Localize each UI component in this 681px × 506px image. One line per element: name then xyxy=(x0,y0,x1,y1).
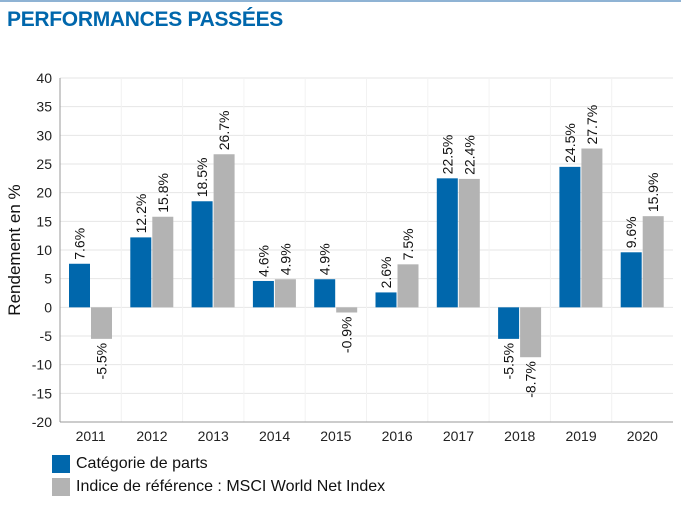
x-tick-label: 2011 xyxy=(76,428,106,444)
page-title: PERFORMANCES PASSÉES xyxy=(7,8,283,31)
data-label: 9.6% xyxy=(623,216,639,248)
bar-2019-series-1 xyxy=(581,148,603,308)
bar-2012-series-0 xyxy=(130,237,152,308)
data-label: 18.5% xyxy=(194,158,210,198)
bar-2014-series-0 xyxy=(252,280,274,308)
x-tick-label: 2016 xyxy=(382,428,413,444)
y-tick-label: -5 xyxy=(40,328,53,344)
y-tick-label: -20 xyxy=(32,414,52,430)
y-axis-label: Rendement en % xyxy=(5,184,24,315)
data-label: -5.5% xyxy=(501,343,517,380)
bar-2015-series-0 xyxy=(314,279,336,308)
bar-2020-series-0 xyxy=(620,252,642,308)
y-tick-label: 35 xyxy=(36,99,52,115)
data-label: 2.6% xyxy=(378,257,394,289)
legend-swatch xyxy=(52,478,70,496)
x-tick-label: 2020 xyxy=(627,428,658,444)
data-label: 7.5% xyxy=(400,228,416,260)
bar-2019-series-0 xyxy=(559,166,581,308)
legend-swatch xyxy=(52,455,70,473)
data-label: -8.7% xyxy=(523,361,539,398)
y-tick-label: -10 xyxy=(32,357,52,373)
data-label: -0.9% xyxy=(339,316,355,353)
bar-2013-series-0 xyxy=(191,201,213,308)
bar-2017-series-0 xyxy=(436,178,458,308)
data-label: 22.4% xyxy=(461,135,477,175)
x-tick-label: 2017 xyxy=(443,428,474,444)
bar-2016-series-1 xyxy=(397,264,419,308)
x-tick-label: 2013 xyxy=(198,428,229,444)
bar-2018-series-1 xyxy=(520,307,542,358)
data-label: 24.5% xyxy=(562,123,578,163)
top-rule xyxy=(0,0,681,2)
data-label: -5.5% xyxy=(94,343,110,380)
x-tick-label: 2014 xyxy=(259,428,290,444)
bar-2016-series-0 xyxy=(375,292,397,308)
x-tick-label: 2019 xyxy=(565,428,596,444)
y-tick-label: -15 xyxy=(32,385,52,401)
x-tick-label: 2012 xyxy=(136,428,167,444)
legend-item-series-1: Indice de référence : MSCI World Net Ind… xyxy=(52,478,385,496)
bar-2020-series-1 xyxy=(642,216,664,308)
bar-2011-series-0 xyxy=(69,263,90,308)
y-tick-label: 20 xyxy=(36,185,52,201)
y-tick-label: 10 xyxy=(36,242,52,258)
bar-2015-series-1 xyxy=(336,307,358,313)
legend-label: Indice de référence : MSCI World Net Ind… xyxy=(76,478,386,495)
data-label: 15.9% xyxy=(645,172,661,212)
y-tick-label: 30 xyxy=(36,127,52,143)
data-label: 4.6% xyxy=(255,245,271,277)
bar-2011-series-1 xyxy=(91,307,112,339)
y-tick-label: 0 xyxy=(44,299,52,315)
bar-2014-series-1 xyxy=(274,279,296,308)
bar-2012-series-1 xyxy=(152,216,174,308)
x-tick-label: 2018 xyxy=(504,428,535,444)
bar-2018-series-0 xyxy=(498,307,520,339)
y-tick-label: 15 xyxy=(36,213,52,229)
data-label: 27.7% xyxy=(584,105,600,145)
y-tick-label: 25 xyxy=(36,156,52,172)
bar-2013-series-1 xyxy=(213,154,235,308)
data-label: 4.9% xyxy=(277,243,293,275)
data-label: 4.9% xyxy=(317,243,333,275)
x-tick-label: 2015 xyxy=(320,428,351,444)
y-tick-label: 5 xyxy=(44,271,52,287)
data-label: 12.2% xyxy=(133,194,149,234)
y-tick-label: 40 xyxy=(36,70,52,86)
data-label: 15.8% xyxy=(155,173,171,213)
bar-2017-series-1 xyxy=(458,178,480,308)
data-label: 22.5% xyxy=(439,135,455,175)
legend-item-series-0: Catégorie de parts xyxy=(52,455,208,473)
data-label: 26.7% xyxy=(216,111,232,151)
data-label: 7.6% xyxy=(72,228,88,260)
legend-label: Catégorie de parts xyxy=(76,455,208,472)
